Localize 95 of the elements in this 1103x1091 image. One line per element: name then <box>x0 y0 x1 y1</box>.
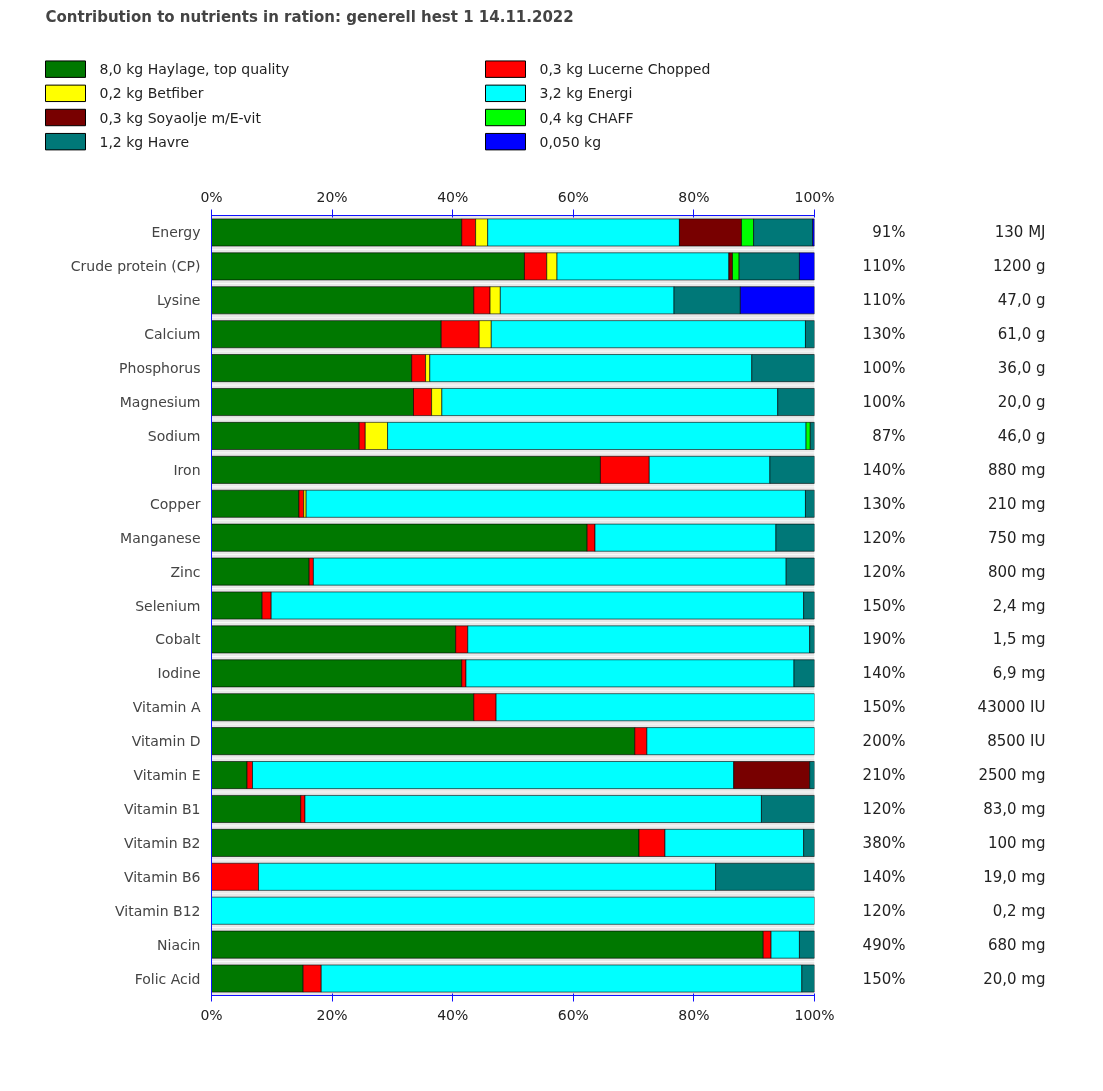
text: 130% <box>862 494 906 513</box>
text: 680 mg <box>987 935 1046 954</box>
bar <box>211 761 248 789</box>
y-tick-label: Copper <box>150 495 201 512</box>
text: 100% <box>862 359 906 378</box>
text: 120% <box>862 528 906 547</box>
bar <box>211 795 302 823</box>
text: 6,9 mg <box>992 664 1046 683</box>
text: 43000 IU <box>977 698 1046 717</box>
text: 380% <box>862 833 906 852</box>
y-tick-label: Vitamin B2 <box>123 834 201 851</box>
y-tick-label: Vitamin A <box>132 699 201 716</box>
x-tick-label: 20% <box>316 188 348 205</box>
text: 100 mg <box>987 833 1046 852</box>
text: 91% <box>872 223 906 242</box>
x2-tick-label: 80% <box>678 1006 710 1023</box>
y-tick-label: Crude protein (CP) <box>70 258 201 275</box>
text: 8500 IU <box>987 732 1046 751</box>
text: 20,0 mg <box>983 969 1046 988</box>
y-tick-label: Folic Acid <box>134 970 201 987</box>
bar <box>211 489 300 518</box>
y-tick-label: Magnesium <box>119 394 201 411</box>
x2-tick-label: 100% <box>794 1006 835 1023</box>
text: 140% <box>862 460 906 479</box>
text: 110% <box>862 257 906 276</box>
y-tick-label: Niacin <box>157 936 201 953</box>
y-tick-label: Iodine <box>157 665 201 682</box>
legend-label: 0,3 kg Soyaolje m/E-vit <box>99 109 262 126</box>
text: 83,0 mg <box>983 799 1046 818</box>
text: 120% <box>862 901 906 920</box>
text: 210% <box>862 766 906 785</box>
text: 100% <box>862 393 906 412</box>
text: 120% <box>862 562 906 581</box>
text: 2,4 mg <box>992 596 1046 615</box>
text: 200% <box>862 732 906 751</box>
text: 110% <box>862 291 906 310</box>
bar <box>809 422 815 450</box>
text: 210 mg <box>987 494 1046 513</box>
text: 36,0 g <box>997 359 1046 378</box>
text: 880 mg <box>987 460 1046 479</box>
legend-label: 0,050 kg <box>539 133 602 150</box>
text: 150% <box>862 969 906 988</box>
text: 20,0 g <box>997 393 1046 412</box>
legend-label: 3,2 kg Energi <box>539 85 633 102</box>
text: 19,0 mg <box>983 867 1046 886</box>
x-tick-label: 0% <box>200 188 223 205</box>
legend-label: 1,2 kg Havre <box>99 133 190 150</box>
text: 120% <box>862 799 906 818</box>
x2-tick-label: 40% <box>437 1006 469 1023</box>
y-tick-label: Zinc <box>170 563 201 580</box>
text: 130% <box>862 325 906 344</box>
text: 46,0 g <box>997 426 1046 445</box>
chart-title: Contribution to nutrients in ration: generell hest 1 14.11.2022 <box>45 7 574 26</box>
text: 61,0 g <box>997 325 1046 344</box>
y-tick-label: Phosphorus <box>119 360 201 377</box>
text: 2500 mg <box>978 766 1046 785</box>
text: 87% <box>872 426 906 445</box>
text: 0,2 mg <box>992 901 1046 920</box>
y-tick-label: Energy <box>151 224 201 241</box>
x-tick-label: 60% <box>557 188 589 205</box>
text: 1,5 mg <box>992 630 1046 649</box>
y-tick-label: Sodium <box>147 427 201 444</box>
y-tick-label: Vitamin D <box>131 733 201 750</box>
legend-label: 0,4 kg CHAFF <box>539 109 634 126</box>
y-tick-label: Vitamin B12 <box>115 902 201 919</box>
legend-label: 0,3 kg Lucerne Chopped <box>539 61 711 78</box>
x2-tick-label: 20% <box>316 1006 348 1023</box>
legend-label: 8,0 kg Haylage, top quality <box>99 61 290 78</box>
y-tick-label: Lysine <box>157 292 201 309</box>
y-tick-label: Cobalt <box>155 631 202 648</box>
y-tick-label: Vitamin B1 <box>123 800 201 817</box>
text: 140% <box>862 867 906 886</box>
x-tick-label: 100% <box>794 188 835 205</box>
text: 800 mg <box>987 562 1046 581</box>
text: 130 MJ <box>994 223 1046 242</box>
text: 150% <box>862 596 906 615</box>
y-tick-label: Manganese <box>120 529 201 546</box>
y-tick-label: Vitamin E <box>133 767 201 784</box>
text: 140% <box>862 664 906 683</box>
text: 47,0 g <box>997 291 1046 310</box>
y-tick-label: Vitamin B6 <box>123 868 201 885</box>
bar <box>211 557 310 586</box>
y-tick-label: Calcium <box>144 326 201 343</box>
y-tick-label: Iron <box>173 461 201 478</box>
legend-label: 0,2 kg Betfiber <box>99 85 204 102</box>
x-tick-label: 80% <box>678 188 710 205</box>
x-tick-label: 40% <box>437 188 469 205</box>
x2-tick-label: 0% <box>200 1006 223 1023</box>
y-tick-label: Selenium <box>135 597 201 614</box>
text: 1200 g <box>993 257 1046 276</box>
text: 150% <box>862 698 906 717</box>
text: 750 mg <box>987 528 1046 547</box>
x2-tick-label: 60% <box>557 1006 589 1023</box>
text: 490% <box>862 935 906 954</box>
text: 190% <box>862 630 906 649</box>
